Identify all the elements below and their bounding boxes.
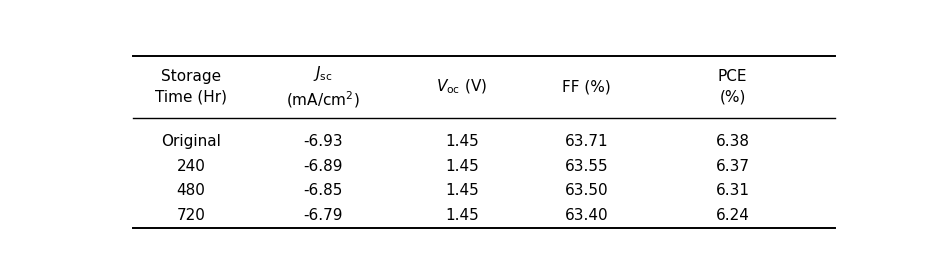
Text: 720: 720: [177, 208, 206, 223]
Text: 1.45: 1.45: [445, 159, 479, 174]
Text: Storage
Time (Hr): Storage Time (Hr): [155, 69, 228, 104]
Text: $V_{\mathrm{oc}}$ (V): $V_{\mathrm{oc}}$ (V): [436, 78, 487, 96]
Text: -6.93: -6.93: [303, 134, 343, 149]
Text: 240: 240: [177, 159, 206, 174]
Text: 6.24: 6.24: [716, 208, 750, 223]
Text: PCE
(%): PCE (%): [717, 69, 748, 104]
Text: 6.37: 6.37: [716, 159, 750, 174]
Text: 1.45: 1.45: [445, 134, 479, 149]
Text: $J_{\mathrm{sc}}$
(mA/cm$^2$): $J_{\mathrm{sc}}$ (mA/cm$^2$): [286, 64, 360, 110]
Text: 63.50: 63.50: [565, 183, 608, 198]
Text: -6.89: -6.89: [303, 159, 343, 174]
Text: 63.55: 63.55: [565, 159, 608, 174]
Text: -6.85: -6.85: [303, 183, 343, 198]
Text: 480: 480: [177, 183, 206, 198]
Text: 6.31: 6.31: [716, 183, 750, 198]
Text: 1.45: 1.45: [445, 183, 479, 198]
Text: FF (%): FF (%): [562, 80, 611, 94]
Text: -6.79: -6.79: [303, 208, 343, 223]
Text: 63.71: 63.71: [565, 134, 608, 149]
Text: 6.38: 6.38: [716, 134, 750, 149]
Text: 1.45: 1.45: [445, 208, 479, 223]
Text: Original: Original: [161, 134, 221, 149]
Text: 63.40: 63.40: [565, 208, 608, 223]
